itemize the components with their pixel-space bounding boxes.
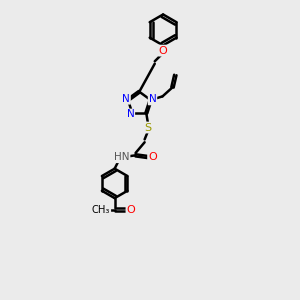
Text: HN: HN [114,152,130,162]
Text: N: N [127,110,134,119]
Text: N: N [122,94,130,104]
Text: N: N [148,94,156,104]
Text: O: O [127,205,135,214]
Text: O: O [159,46,167,56]
Text: O: O [148,152,157,162]
Text: S: S [145,122,152,133]
Text: CH₃: CH₃ [92,205,110,214]
